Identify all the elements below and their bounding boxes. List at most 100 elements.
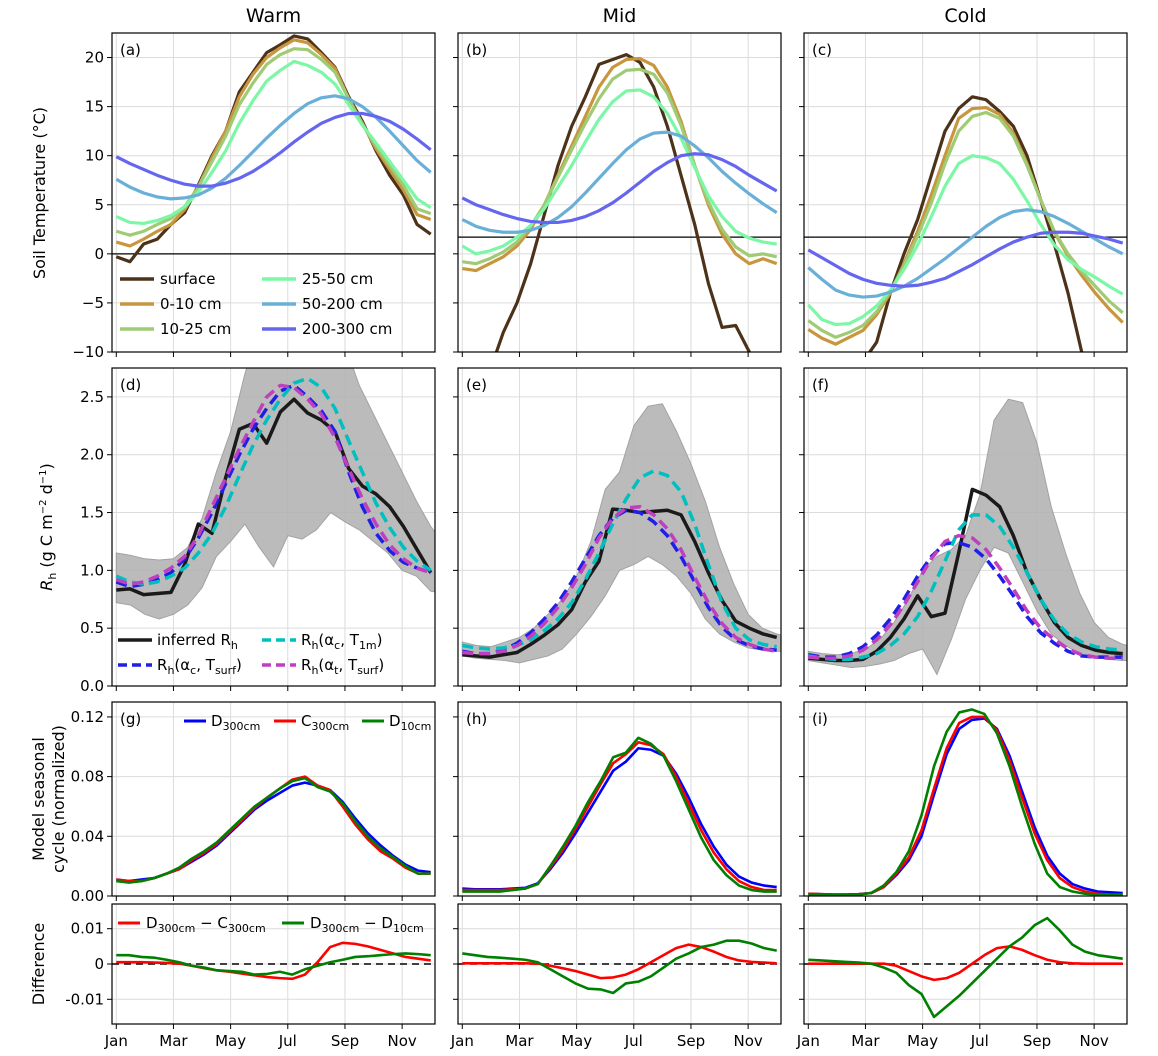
x-tick-label: Jan: [796, 1032, 820, 1050]
plot-area: [112, 34, 435, 264]
x-tick-label: Mar: [159, 1032, 188, 1050]
x-tick-label: Nov: [387, 1032, 416, 1050]
plot-area: [807, 398, 1127, 676]
plot-area: [462, 736, 777, 893]
panel-respiration-1: 0.0 0.5 1.0 1.5 2.0 2.5 (d): [80, 367, 436, 695]
series-line-10-25-cm: [462, 67, 778, 266]
y-tick-label: 0.01: [71, 920, 104, 938]
series-line-r-h-c-t-surf: [807, 540, 1123, 659]
series-line-d-300cm: [808, 717, 1123, 896]
legend-label: D300cm: [211, 712, 260, 733]
series-line-d-10cm: [116, 776, 431, 884]
y-axis-label-difference: Difference: [29, 923, 48, 1005]
column-title-mid: Mid: [603, 5, 637, 27]
axes-frame: [803, 32, 1128, 353]
panel-temperature-3: (c): [799, 32, 1128, 357]
y-axis-label-seasonal-line1: Model seasonal: [29, 737, 48, 861]
panel-difference-1: -0.01 0 0.01 Jan Mar May Jul Sep Nov: [65, 903, 436, 1050]
legend-difference: D300cm − C300cm D300cm − D10cm: [118, 914, 424, 935]
panel-seasonal-2: (h): [453, 701, 782, 901]
plot-area: [461, 403, 781, 664]
y-axis-label-respiration: Rh (g C m−2 d−1): [37, 463, 59, 591]
y-tick-label: -0.01: [65, 990, 104, 1008]
x-tick-label: Sep: [331, 1032, 359, 1050]
x-tick-label: Mar: [851, 1032, 880, 1050]
axes-frame: [457, 367, 782, 687]
series-line-r-h-t-t-surf: [808, 533, 1123, 660]
panel-difference-2: Jan Mar May Jul Sep Nov: [450, 903, 782, 1050]
x-tick-label: Nov: [733, 1032, 762, 1050]
y-tick-label: 5: [94, 196, 104, 214]
plot-area: [112, 941, 435, 981]
panel-label: (h): [466, 710, 487, 728]
series-line-0-10-cm: [115, 38, 432, 248]
series-line-surface: [867, 95, 1084, 352]
y-axis-label-temperature: Soil Temperature (°C): [30, 107, 49, 279]
series-line-d-10cm: [808, 708, 1123, 896]
plot-area: [458, 939, 781, 995]
legend-label: 0-10 cm: [160, 295, 222, 313]
legend-label: D10cm: [389, 712, 431, 733]
panel-label: (g): [120, 710, 141, 728]
plot-area: [458, 52, 781, 352]
legend-label: C300cm: [301, 712, 349, 733]
x-tick-label: Sep: [1023, 1032, 1051, 1050]
uncertainty-band: [461, 403, 781, 664]
series-line-10-25-cm: [115, 47, 432, 237]
legend-label-inferred: inferred Rh: [157, 631, 238, 652]
x-tick-label: Jul: [278, 1032, 297, 1050]
legend-label: 200-300 cm: [302, 320, 392, 338]
series-line-r-h-c-t-surf: [115, 383, 432, 589]
series-line-d-10cm: [462, 736, 777, 893]
legend-label-ac-t1m: Rh(αc, T1m): [301, 631, 383, 652]
panel-temperature-1: −10 −5 0 5 10 15 20 (a): [72, 32, 436, 361]
series-line-0-10-cm: [462, 56, 778, 273]
axes-frame: [111, 32, 436, 353]
plot-area: [804, 95, 1127, 352]
legend-label-d300-d10: D300cm − D10cm: [310, 914, 424, 935]
x-tick-label: May: [215, 1032, 246, 1050]
series-line-25-50-cm: [461, 88, 777, 256]
series-line-r-h-c-t-1m: [807, 513, 1123, 662]
series-line-25-50-cm: [807, 154, 1124, 327]
plot-area: [804, 916, 1127, 1019]
x-tick-label: Nov: [1079, 1032, 1108, 1050]
series-line-25-50-cm: [115, 59, 432, 226]
legend-seasonal: D300cm C300cm D10cm: [184, 712, 431, 733]
column-title-warm: Warm: [246, 5, 301, 27]
series-line-d-300cm: [116, 781, 431, 883]
x-tick-label: Jul: [970, 1032, 989, 1050]
axes-frame: [111, 701, 436, 897]
series-line-d-300cm-d-10cm: [462, 939, 777, 995]
legend-temperature: surface 0-10 cm 10-25 cm 25-50 cm 50-200 cm 2…: [120, 270, 392, 338]
legend-label-d300-c300: D300cm − C300cm: [146, 914, 266, 935]
legend-label: 50-200 cm: [302, 295, 383, 313]
y-tick-label: 0.04: [71, 827, 104, 845]
legend-respiration: inferred Rh Rh(αc, Tsurf) Rh(αc, T1m) Rh(αt…: [118, 631, 384, 677]
x-tick-label: May: [561, 1032, 592, 1050]
y-tick-label: 2.0: [80, 446, 104, 464]
series-line-d-300cm: [462, 746, 777, 891]
series-line-r-h-c-t-1m: [115, 376, 432, 586]
x-tick-label: Mar: [505, 1032, 534, 1050]
series-line-0-10-cm: [807, 105, 1124, 346]
plot-area: [116, 775, 431, 884]
y-tick-label: 0.12: [71, 708, 104, 726]
panel-label: (a): [120, 41, 141, 59]
series-line-inferred-r-h: [116, 397, 433, 597]
panel-difference-3: Jan Mar May Jul Sep Nov: [796, 903, 1128, 1050]
panel-label: (f): [812, 376, 829, 394]
series-line-d-300cm-c-300cm: [462, 943, 777, 980]
series-line-200-300-cm: [461, 152, 778, 225]
column-title-cold: Cold: [944, 5, 986, 27]
y-tick-label: 0.5: [80, 619, 104, 637]
y-tick-label: −5: [82, 294, 104, 312]
series-line-50-200-cm: [115, 94, 432, 201]
legend-label-ac-tsurf: Rh(αc, Tsurf): [157, 656, 242, 677]
y-tick-label: 0.0: [80, 677, 104, 695]
legend-label-at-tsurf: Rh(αt, Tsurf): [301, 656, 384, 677]
y-axis-label-seasonal-line2: cycle (normalized): [49, 725, 68, 873]
series-line-inferred-r-h: [808, 487, 1123, 663]
panel-respiration-2: (e): [453, 367, 782, 691]
